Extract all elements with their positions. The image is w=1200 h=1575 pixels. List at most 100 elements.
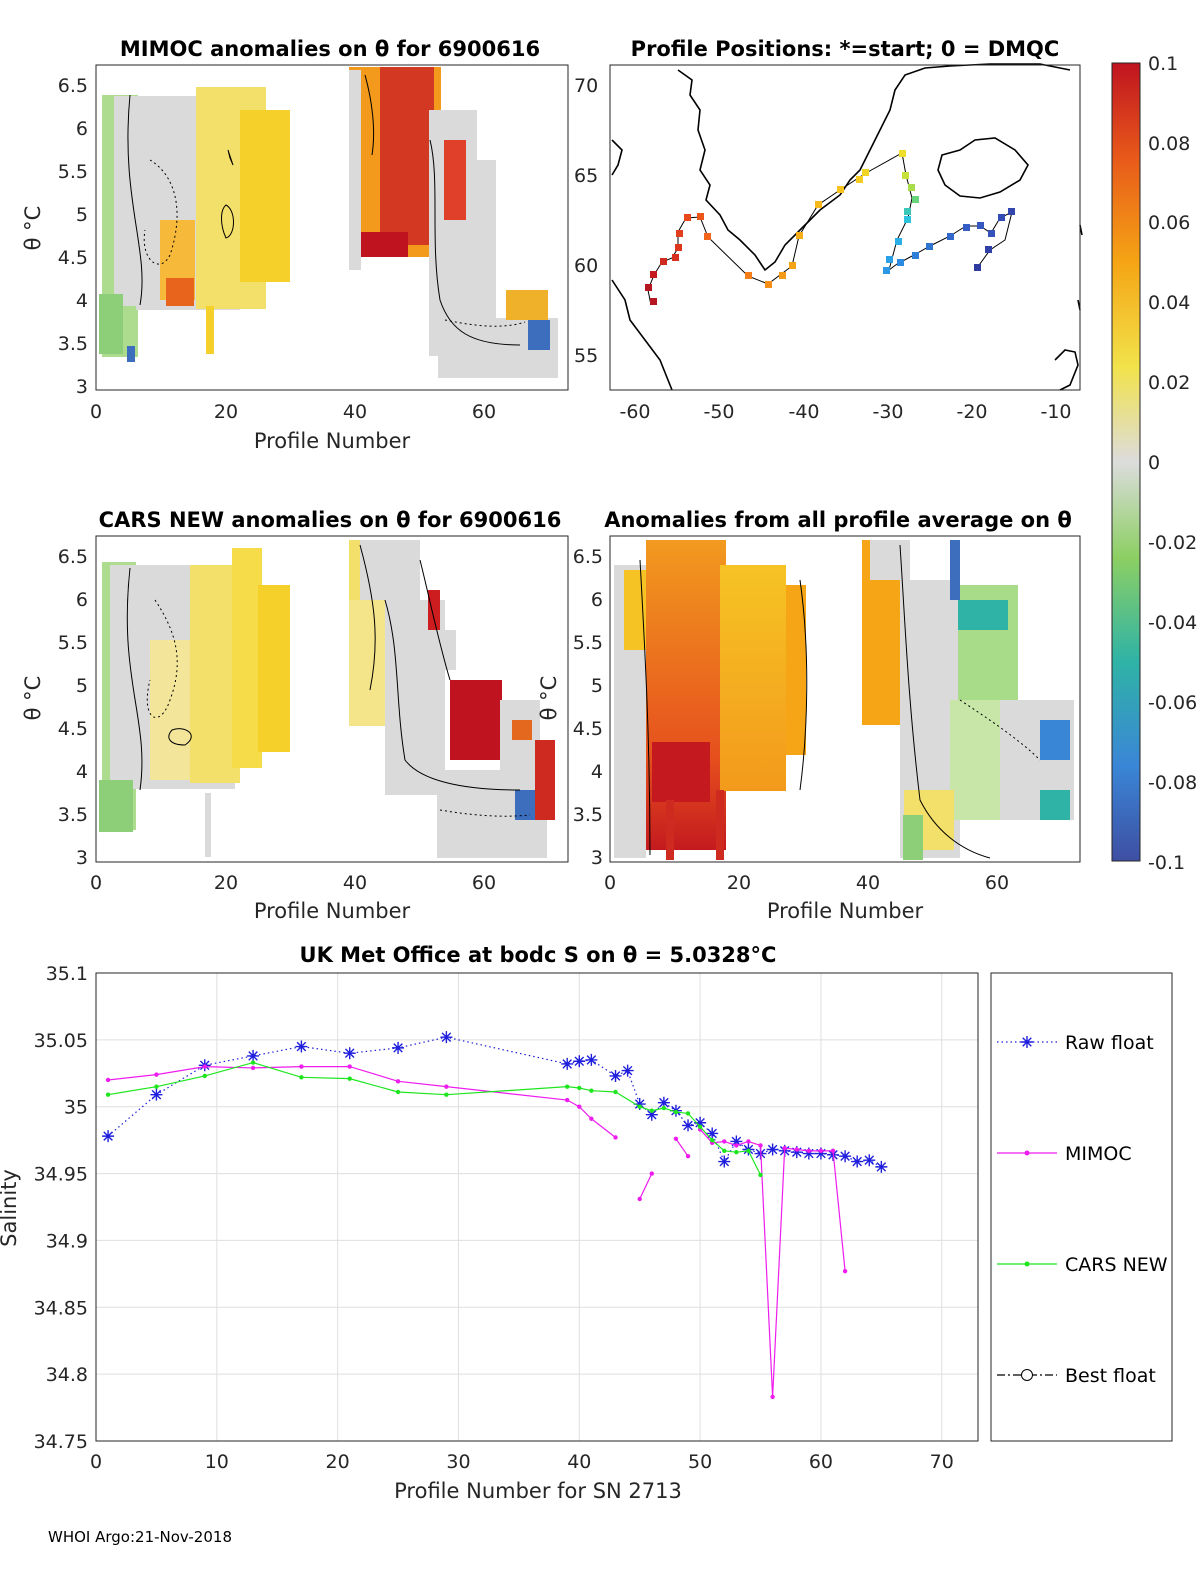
coastline-map: [611, 63, 1083, 391]
data-point: [649, 1108, 654, 1113]
colorbar-tick: -0.02: [1148, 532, 1197, 554]
salinity-series: [102, 1031, 888, 1400]
data-point: [609, 1069, 622, 1082]
data-point: [343, 1047, 356, 1060]
x-tick: 0: [90, 1451, 102, 1473]
data-point: [589, 1088, 594, 1093]
data-point: [649, 1171, 654, 1176]
lat-tick: 70: [574, 75, 598, 97]
lon-tick: -40: [788, 401, 819, 423]
data-point: [875, 1160, 888, 1173]
data-point: [758, 1172, 763, 1178]
data-point: [814, 1147, 827, 1160]
y-tick: 3.5: [58, 333, 88, 355]
cars-axes-box: [95, 535, 569, 863]
allavg-axes-box: [609, 535, 1081, 863]
data-point: [577, 1104, 582, 1109]
colorbar-tick: -0.1: [1148, 852, 1185, 874]
legend-item: Best float: [997, 1365, 1156, 1387]
data-point: [718, 1155, 731, 1168]
data-point: [613, 1135, 618, 1140]
colorbar-tick: 0.02: [1148, 372, 1190, 394]
data-point: [299, 1075, 304, 1080]
data-point: [105, 1092, 111, 1097]
data-point: [395, 1079, 401, 1084]
colorbar-tick: -0.06: [1148, 692, 1197, 714]
legend-item: MIMOC: [997, 1143, 1132, 1165]
all-average-anomaly-panel: Anomalies from all profile average on θ: [537, 508, 1081, 923]
data-point: [250, 1065, 256, 1071]
y-tick: 34.75: [34, 1431, 88, 1453]
series-raw-float: [102, 1031, 888, 1173]
data-point: [806, 1148, 812, 1154]
cars-anomaly-panel: CARS NEW anomalies on θ for 6900616: [21, 508, 569, 923]
colorbar: 0.1 0.08 0.06 0.04 0.02 0 -0.02 -0.04 -0…: [1111, 53, 1197, 874]
salinity-x-label: Profile Number for SN 2713: [394, 1479, 682, 1503]
x-tick: 60: [809, 1451, 833, 1473]
cars-heatmap: [99, 540, 555, 858]
cars-x-label: Profile Number: [254, 899, 411, 923]
colorbar-tick: 0.06: [1148, 212, 1190, 234]
y-tick: 34.85: [34, 1297, 88, 1319]
legend-item: Raw float: [997, 1032, 1154, 1054]
y-tick: 5: [76, 675, 88, 697]
data-point: [347, 1064, 352, 1069]
y-tick: 35: [64, 1097, 88, 1119]
colorbar-tick: 0.1: [1148, 53, 1178, 75]
colorbar-tick: 0.04: [1148, 292, 1190, 314]
data-point: [589, 1116, 594, 1121]
data-point: [673, 1136, 679, 1142]
y-tick: 6: [591, 589, 603, 611]
series-line: [107, 1061, 762, 1176]
x-tick: 60: [472, 401, 496, 423]
y-tick: 4.5: [58, 718, 88, 740]
mimoc-contours: [127, 74, 526, 346]
data-point: [633, 1098, 646, 1111]
y-tick: 5: [76, 204, 88, 226]
salinity-line-chart: UK Met Office at bodc S on θ = 5.0328°C …: [0, 943, 979, 1503]
x-tick: 60: [472, 872, 496, 894]
lon-tick: -50: [703, 401, 734, 423]
allavg-heatmap: [614, 540, 1074, 860]
footer-stamp: WHOI Argo:21-Nov-2018: [48, 1528, 232, 1546]
cars-contours: [126, 544, 531, 817]
data-point: [794, 1147, 799, 1152]
data-point: [392, 1041, 405, 1054]
legend-label: MIMOC: [1065, 1143, 1132, 1165]
float-track: [645, 150, 1015, 306]
data-point: [766, 1143, 779, 1156]
allavg-panel-title: Anomalies from all profile average on θ: [604, 508, 1072, 532]
positions-panel-title: Profile Positions: *=start; 0 = DMQC: [631, 37, 1060, 61]
y-tick: 6.5: [58, 546, 88, 568]
mimoc-panel-title: MIMOC anomalies on θ for 6900616: [120, 37, 540, 61]
series-line: [108, 1065, 616, 1138]
data-point: [347, 1076, 352, 1081]
data-point: [585, 1053, 598, 1066]
data-point: [202, 1064, 207, 1069]
legend-marker: [1024, 1150, 1030, 1156]
x-tick: 20: [326, 1451, 350, 1473]
legend-items: Raw float MIMOC CARS NEW Best float: [997, 1032, 1168, 1387]
data-point: [694, 1116, 707, 1129]
data-point: [150, 1088, 163, 1101]
y-tick: 34.95: [34, 1164, 88, 1186]
y-tick: 4: [591, 761, 603, 783]
y-tick: 5: [591, 675, 603, 697]
positions-axes-box: [609, 64, 1081, 391]
legend-label: Raw float: [1065, 1032, 1154, 1054]
colorbar-tick: 0.08: [1148, 133, 1190, 155]
lat-tick: 65: [574, 165, 598, 187]
x-tick: 50: [688, 1451, 712, 1473]
data-point: [661, 1105, 667, 1111]
data-point: [577, 1085, 582, 1091]
lat-tick: 60: [574, 255, 598, 277]
lon-tick: -20: [956, 401, 987, 423]
y-tick: 5.5: [58, 161, 88, 183]
lon-tick: -60: [619, 401, 650, 423]
y-tick: 6: [76, 118, 88, 140]
data-point: [851, 1155, 864, 1168]
data-point: [709, 1137, 715, 1143]
y-tick: 35.1: [46, 963, 88, 985]
data-point: [440, 1031, 453, 1044]
